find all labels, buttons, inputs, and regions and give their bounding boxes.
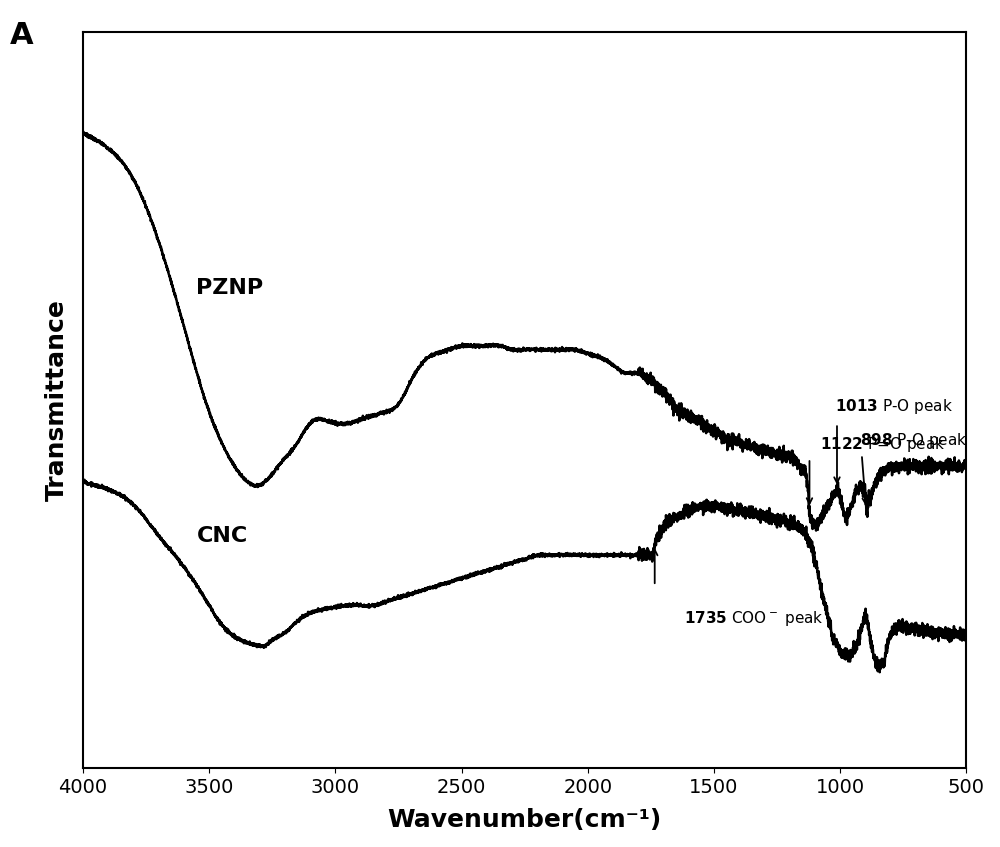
Text: A: A [10,21,34,50]
Text: $\mathbf{898}$ P-O peak: $\mathbf{898}$ P-O peak [860,431,968,451]
X-axis label: Wavenumber(cm⁻¹): Wavenumber(cm⁻¹) [388,808,662,832]
Text: $\mathbf{1735}$ COO$^-$ peak: $\mathbf{1735}$ COO$^-$ peak [684,609,824,628]
Text: CNC: CNC [196,526,248,545]
Y-axis label: Transmittance: Transmittance [45,299,69,501]
Text: PZNP: PZNP [196,278,264,297]
Text: $\mathbf{1122}$ P=O peak: $\mathbf{1122}$ P=O peak [820,435,945,454]
Text: $\mathbf{1013}$ P-O peak: $\mathbf{1013}$ P-O peak [835,396,953,416]
